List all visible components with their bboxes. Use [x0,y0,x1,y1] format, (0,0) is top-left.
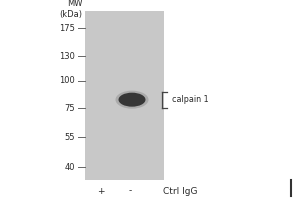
Text: 175: 175 [59,24,75,33]
Text: 55: 55 [64,133,75,142]
Ellipse shape [116,91,148,109]
Text: -: - [129,186,132,196]
Text: calpain 1: calpain 1 [172,95,208,104]
Text: 40: 40 [64,163,75,172]
Text: (kDa): (kDa) [59,10,83,19]
Text: MW: MW [67,0,83,8]
Text: Ctrl IgG: Ctrl IgG [163,186,197,196]
Text: 100: 100 [59,76,75,85]
Text: 130: 130 [59,52,75,61]
Text: 75: 75 [64,104,75,113]
Ellipse shape [118,93,146,107]
Bar [85,11,164,180]
Text: +: + [97,186,104,196]
